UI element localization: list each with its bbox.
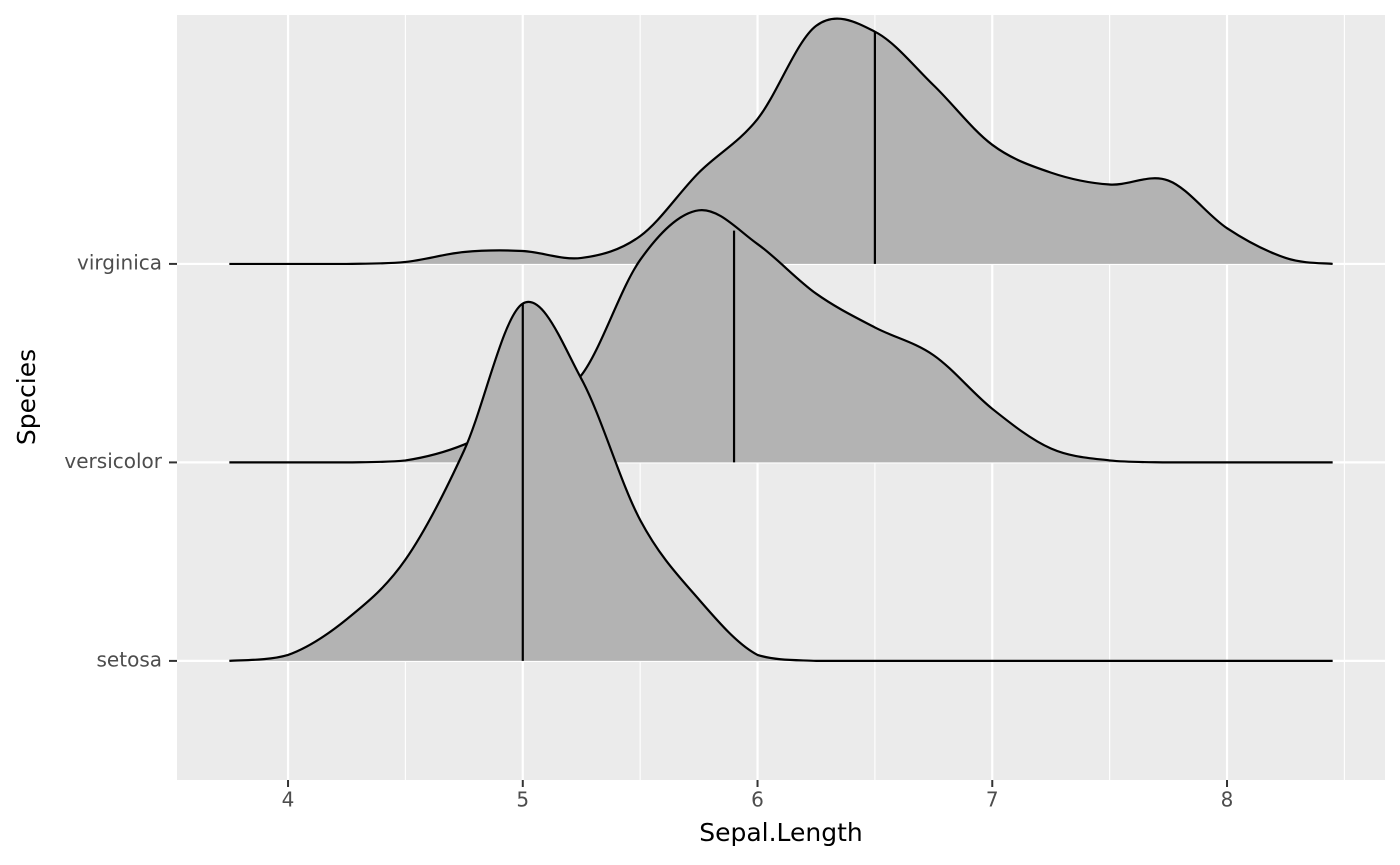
ridge-line (229, 17, 1333, 266)
ridge (229, 300, 1333, 663)
ridge-line (229, 209, 1333, 464)
ridges (229, 17, 1333, 663)
x-tick-label: 4 (282, 788, 295, 812)
ridge-fill (229, 210, 1333, 463)
x-tick-label: 7 (986, 788, 999, 812)
y-tick-label: versicolor (64, 449, 162, 473)
ridge-fill (229, 18, 1333, 264)
y-tick-label: virginica (77, 250, 162, 274)
x-tick-label: 5 (516, 788, 529, 812)
x-axis-title: Sepal.Length (699, 818, 863, 847)
ridge (229, 17, 1333, 266)
x-tick-label: 6 (751, 788, 764, 812)
x-tick-label: 8 (1221, 788, 1234, 812)
y-axis-title: Species (12, 349, 41, 445)
ridge-line (229, 300, 1333, 663)
y-tick-label: setosa (97, 647, 162, 671)
ridge (229, 209, 1333, 464)
ridge-fill (229, 301, 1333, 661)
